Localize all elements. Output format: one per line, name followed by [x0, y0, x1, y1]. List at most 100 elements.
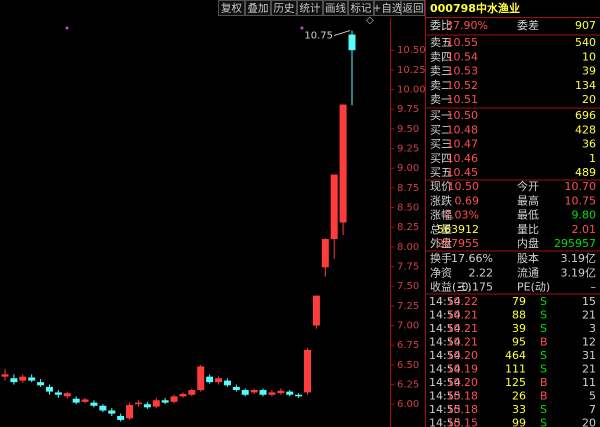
level-price: 10.55 [447, 36, 479, 49]
trade-count: 21 [582, 309, 596, 322]
toolbar-label[interactable]: 历史 [274, 3, 295, 15]
candle-body [45, 386, 53, 392]
y-tick-label: 7.75 [397, 262, 419, 273]
level-label: 买三 [430, 138, 452, 151]
trade-time: 14:54 [429, 363, 461, 376]
trade-price: 10.22 [447, 295, 479, 308]
trade-side: B [540, 390, 548, 403]
label: 换手 [430, 251, 452, 265]
trade-price: 10.21 [447, 322, 479, 335]
level-label: 卖一 [430, 93, 452, 106]
candle-body [348, 34, 356, 51]
label: 外盘 [430, 236, 452, 250]
toolbar-button[interactable] [348, 0, 374, 16]
trade-price: 10.19 [447, 363, 479, 376]
toolbar-label[interactable]: 统计 [300, 2, 321, 15]
trade-volume: 464 [505, 349, 526, 362]
toolbar-button[interactable] [323, 0, 348, 16]
candle-body [19, 376, 27, 381]
candle-body [321, 239, 329, 268]
candle-body [179, 393, 187, 397]
value: 2.01 [572, 223, 597, 236]
level-price: 10.53 [447, 65, 479, 78]
trade-price: 10.20 [447, 349, 479, 362]
label: PE(动) [517, 281, 550, 294]
y-tick-label: 7.00 [397, 321, 419, 332]
y-tick-label: 10.50 [397, 45, 426, 56]
trade-price: 10.21 [447, 309, 479, 322]
toolbar-label[interactable]: +自选 [373, 2, 403, 15]
trade-volume: 39 [512, 322, 526, 335]
value: 267955 [437, 237, 479, 250]
value: 10.70 [565, 180, 597, 193]
candle-body [295, 394, 303, 397]
candle-body [63, 393, 71, 397]
level-volume: 489 [575, 166, 596, 179]
stock-name: 中水渔业 [476, 1, 520, 15]
toolbar-button[interactable] [297, 0, 323, 16]
value: 10.75 [565, 194, 597, 207]
label: 现价 [430, 180, 452, 193]
toolbar-label[interactable]: 叠加 [248, 3, 269, 15]
candle-body [268, 392, 276, 395]
label: 最高 [517, 193, 539, 207]
toolbar-label[interactable]: 画线 [325, 2, 346, 15]
label: 最低 [517, 209, 539, 222]
level-price: 10.48 [447, 123, 479, 136]
trade-count: 11 [582, 376, 596, 389]
candle-body [99, 405, 107, 411]
candle-body [143, 404, 151, 408]
toolbar-label[interactable]: 返回 [403, 3, 424, 15]
value: 37.90% [446, 19, 488, 32]
candle-body [108, 410, 116, 414]
level-price: 10.51 [447, 93, 479, 106]
y-tick-label: 8.00 [397, 242, 419, 253]
candle-body [304, 349, 312, 393]
y-tick-label: 9.00 [397, 163, 419, 174]
candle-body [206, 376, 214, 383]
level-volume: 36 [582, 138, 596, 151]
label: 收益(三) [430, 280, 472, 294]
toolbar-button[interactable] [218, 0, 245, 16]
label: 今开 [517, 179, 539, 193]
y-tick-label: 10.25 [397, 65, 426, 76]
toolbar-button[interactable] [374, 0, 401, 16]
trade-price: 10.18 [447, 403, 479, 416]
candle-body [117, 415, 125, 420]
level-label: 卖二 [430, 79, 452, 92]
label: 股本 [517, 251, 539, 265]
candle-body [277, 390, 285, 394]
y-tick-label: 6.00 [397, 399, 419, 410]
candle-body [72, 398, 80, 403]
candle-body [223, 380, 231, 386]
trade-side: S [540, 309, 547, 322]
toolbar-button[interactable] [271, 0, 297, 16]
level-volume: 696 [575, 109, 596, 122]
y-tick-label: 9.75 [397, 104, 419, 115]
trade-count: 31 [582, 349, 596, 362]
value: 17.66% [451, 252, 493, 265]
trade-count: 20 [582, 417, 596, 427]
toolbar-button[interactable] [245, 0, 271, 16]
icon[interactable]: ◇ [366, 15, 374, 26]
trade-time: 14:55 [429, 403, 461, 416]
trade-count: 15 [582, 295, 596, 308]
value: 563912 [437, 223, 479, 236]
level-price: 10.45 [447, 166, 479, 179]
toolbar-label[interactable]: 标记 [351, 3, 372, 15]
trade-volume: 99 [512, 417, 526, 427]
trade-count: 5 [589, 390, 596, 403]
level-price: 10.46 [447, 152, 479, 165]
trade-volume: 26 [512, 390, 526, 403]
label: 涨跌 [430, 193, 452, 207]
candle-body [161, 400, 169, 403]
candle-body [241, 390, 249, 395]
toolbar-label[interactable]: 复权 [221, 2, 242, 15]
toolbar-button[interactable] [401, 0, 425, 16]
label: 涨幅 [430, 209, 452, 222]
candle-body [312, 295, 320, 326]
value: 3.19亿 [561, 252, 597, 265]
trade-side: B [540, 336, 548, 349]
level-volume: 1 [589, 152, 596, 165]
